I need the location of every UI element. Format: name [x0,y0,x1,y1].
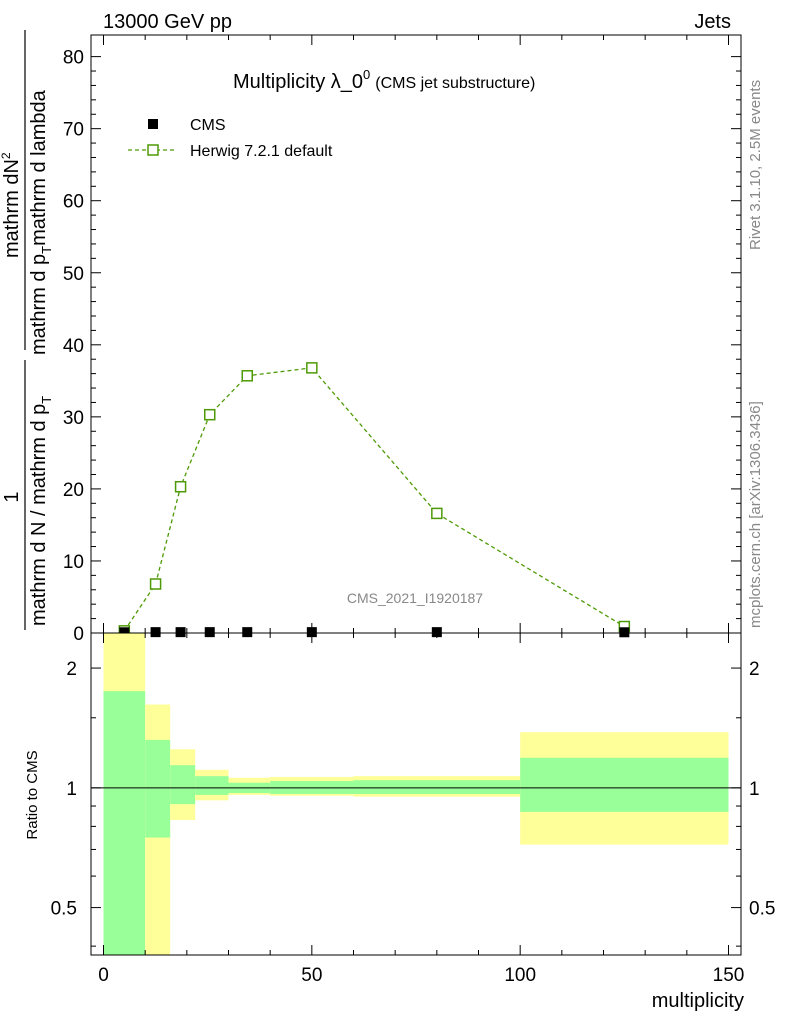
ratio-ytick-label-left: 2 [66,659,77,680]
ratio-band-inner [353,780,521,794]
ratio-panel: 0.5 0.5 1 1 2 2 0 50 100 150 Ratio to CMS multip… [24,632,775,1012]
legend-cms-marker [148,119,158,129]
main-ytick-label: 0 [73,624,84,645]
main-ytick-label: 10 [63,552,84,573]
ratio-ytick-label-left: 0.5 [51,899,77,920]
ratio-y-axis-label: Ratio to CMS [24,750,41,839]
header-energy-label: 13000 GeV pp [103,11,232,33]
ratio-band-inner [145,739,171,838]
ratio-ytick-label-left: 1 [66,779,77,800]
legend: CMS Herwig 7.2.1 default [128,117,333,160]
main-ytick-label: 30 [63,408,84,429]
legend-cms-label: CMS [190,117,226,134]
x-tick-label: 150 [713,965,745,986]
y-label-denominator-sub: T [39,246,54,254]
y-label-prefactor-denominator: mathrm d N / mathrm d pT [28,396,54,626]
main-panel-frame [90,34,742,634]
cms-point [119,627,130,638]
y-label-prefactor-numerator: 1 [1,491,23,502]
chart-title-text: Multiplicity λ_0 [233,71,363,93]
cms-point [306,627,317,638]
main-ytick-label: 80 [63,48,84,69]
main-ytick-label: 60 [63,192,84,213]
ratio-panel-frame [90,632,742,956]
y-label-numerator-sup: 2 [0,152,13,159]
legend-herwig-label: Herwig 7.2.1 default [190,143,333,160]
cms-point [175,627,186,638]
herwig-point [204,408,216,421]
x-axis-label: multiplicity [652,990,744,1012]
x-tick-label: 50 [301,965,322,986]
herwig-point [174,480,187,493]
main-ytick-label: 40 [63,336,84,357]
ratio-ytick-label-right: 1 [749,779,760,800]
cms-point [619,627,630,638]
herwig-point [431,507,443,520]
ratio-band-inner [195,776,229,795]
x-tick-label: 100 [504,965,536,986]
y-label-numerator-text: mathrm dN [1,159,23,258]
chart-title-superscript: 0 [363,67,370,82]
ratio-band-inner [170,765,196,805]
mcplots-label: mcplots.cern.ch [arXiv:1306.3436] [747,401,764,628]
ratio-ytick-label-right: 2 [749,659,760,680]
ratio-band-inner [103,691,146,955]
herwig-point [241,370,253,382]
rivet-version-label: Rivet 3.1.10, 2.5M events [747,80,764,250]
main-ytick-label: 50 [63,264,84,285]
analysis-watermark: CMS_2021_I1920187 [347,590,483,606]
x-tick-label: 0 [98,965,109,986]
herwig-point [149,578,162,590]
main-y-axis-label: 1 mathrm d N / mathrm d pT mathrm dN2 ma… [0,30,54,630]
main-ytick-label: 20 [63,480,84,501]
header-process-label: Jets [694,11,731,33]
ratio-band-inner [520,757,729,812]
main-series-layer [118,362,631,638]
chart-title: Multiplicity λ_00 (CMS jet substructure) [233,67,535,93]
chart-subtitle: (CMS jet substructure) [375,75,535,92]
cms-point [431,627,442,638]
ratio-y-axis: 0.5 0.5 1 1 2 2 [51,659,775,947]
ratio-x-axis: 0 50 100 150 [98,633,744,986]
y-label-prefactor-den-sub: T [39,396,54,404]
y-label-prefactor-den-text: mathrm d N / mathrm d p [28,404,50,626]
cms-point [242,627,253,638]
y-label-denominator-text: mathrm d p [28,254,50,355]
legend-herwig-marker [147,144,159,156]
main-y-axis: 0 10 20 30 40 50 60 70 80 [63,35,741,645]
y-label-denominator: mathrm d pTmathrm d lambda [28,89,54,355]
herwig-line [123,367,625,632]
herwig-point [306,362,318,374]
ratio-ytick-label-right: 0.5 [749,899,775,920]
y-label-denominator-tail: mathrm d lambda [28,89,50,245]
cms-point [204,627,215,638]
y-label-numerator: mathrm dN2 [0,152,23,258]
ratio-bands-layer [91,633,741,955]
cms-point [150,627,161,638]
main-ytick-label: 70 [63,120,84,141]
